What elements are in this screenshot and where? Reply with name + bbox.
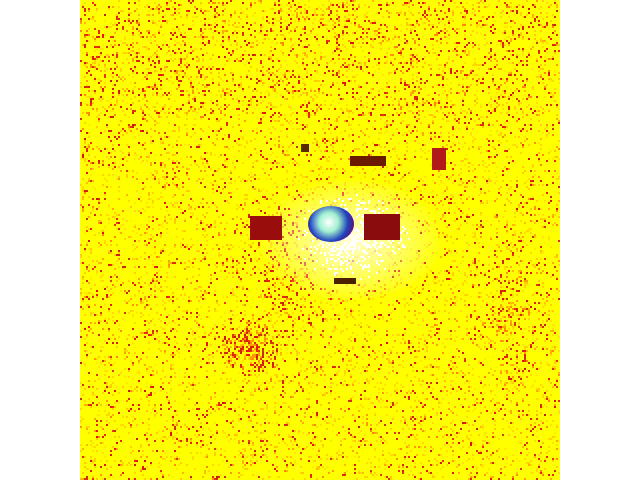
upper-left-speck <box>301 144 309 152</box>
right-dark-patch <box>364 214 400 240</box>
center-multicolor-disc <box>308 206 354 242</box>
left-dark-patch <box>250 216 282 240</box>
heatmap-image <box>80 0 560 480</box>
lower-center-speck <box>334 278 356 284</box>
upper-right-speck <box>432 148 446 170</box>
upper-center-speck <box>350 156 386 166</box>
